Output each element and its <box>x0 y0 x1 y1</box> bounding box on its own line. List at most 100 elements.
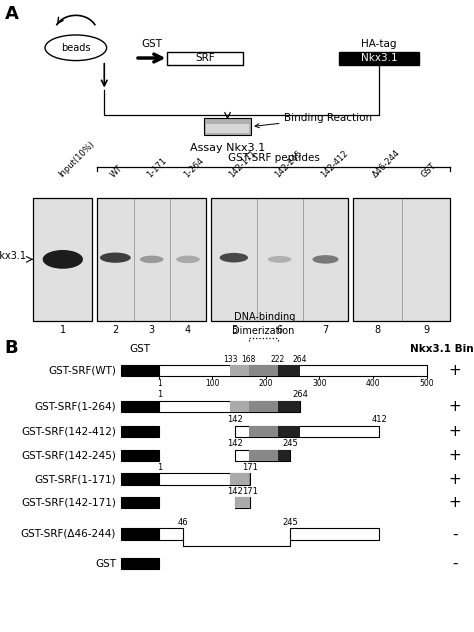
FancyBboxPatch shape <box>278 401 300 412</box>
FancyBboxPatch shape <box>33 198 92 321</box>
Text: GST-SRF(1-264): GST-SRF(1-264) <box>35 401 116 411</box>
Text: 1: 1 <box>157 390 162 399</box>
Text: 2: 2 <box>112 325 118 335</box>
Text: B: B <box>5 339 18 358</box>
Text: Binding Reaction: Binding Reaction <box>255 112 373 128</box>
Text: 133: 133 <box>223 355 237 364</box>
FancyBboxPatch shape <box>121 528 159 540</box>
Text: Dimerization: Dimerization <box>232 325 294 336</box>
FancyBboxPatch shape <box>211 198 348 321</box>
Text: A: A <box>5 5 18 23</box>
Text: Nkx3.1: Nkx3.1 <box>0 251 26 261</box>
Text: WT: WT <box>109 164 125 179</box>
Text: 142-171: 142-171 <box>228 149 258 179</box>
Text: 171: 171 <box>242 463 258 472</box>
Text: 264: 264 <box>292 390 308 399</box>
Text: 1: 1 <box>157 463 162 472</box>
FancyBboxPatch shape <box>204 118 251 135</box>
Ellipse shape <box>140 255 164 263</box>
Text: 142-245: 142-245 <box>273 149 304 179</box>
FancyBboxPatch shape <box>249 401 278 412</box>
FancyBboxPatch shape <box>159 528 183 540</box>
Text: 142: 142 <box>227 439 243 448</box>
Text: GST: GST <box>129 344 150 355</box>
FancyBboxPatch shape <box>97 198 206 321</box>
Text: 264: 264 <box>293 355 308 364</box>
Text: 412: 412 <box>372 415 387 424</box>
Text: +: + <box>449 495 461 510</box>
FancyBboxPatch shape <box>159 365 427 376</box>
Text: 400: 400 <box>366 379 380 388</box>
Text: 7: 7 <box>322 325 328 335</box>
Text: 300: 300 <box>312 379 327 388</box>
Text: 1-264: 1-264 <box>182 155 205 179</box>
Ellipse shape <box>268 256 292 263</box>
Text: GST: GST <box>419 161 438 179</box>
Text: 171: 171 <box>242 487 258 495</box>
FancyBboxPatch shape <box>121 449 159 461</box>
FancyBboxPatch shape <box>121 473 159 485</box>
FancyBboxPatch shape <box>249 449 278 461</box>
FancyBboxPatch shape <box>206 123 249 133</box>
Text: Nkx3.1: Nkx3.1 <box>361 53 398 63</box>
Text: GST-SRF(WT): GST-SRF(WT) <box>48 365 116 375</box>
FancyBboxPatch shape <box>278 365 300 376</box>
FancyBboxPatch shape <box>230 473 249 485</box>
Text: DNA-binding: DNA-binding <box>235 312 296 322</box>
FancyBboxPatch shape <box>278 426 300 437</box>
Text: 500: 500 <box>419 379 434 388</box>
FancyBboxPatch shape <box>249 365 278 376</box>
Text: Assay Nkx3.1: Assay Nkx3.1 <box>190 143 265 153</box>
Ellipse shape <box>219 253 248 262</box>
FancyBboxPatch shape <box>121 497 159 508</box>
Text: +: + <box>449 424 461 439</box>
Text: GST-SRF(142-171): GST-SRF(142-171) <box>21 498 116 507</box>
Text: -: - <box>452 556 458 571</box>
FancyBboxPatch shape <box>230 401 249 412</box>
Text: 8: 8 <box>374 325 381 335</box>
Text: 1: 1 <box>60 325 66 335</box>
FancyBboxPatch shape <box>249 473 250 485</box>
Text: 142-412: 142-412 <box>319 149 350 179</box>
Ellipse shape <box>176 255 200 263</box>
Ellipse shape <box>100 253 131 263</box>
Text: HA-tag: HA-tag <box>362 39 397 49</box>
FancyBboxPatch shape <box>121 426 159 437</box>
FancyBboxPatch shape <box>121 365 159 376</box>
Text: 142: 142 <box>227 487 243 495</box>
Text: 142: 142 <box>227 415 243 424</box>
Text: SRF: SRF <box>195 53 215 63</box>
Text: GST-SRF(142-412): GST-SRF(142-412) <box>21 427 116 437</box>
Text: Nkx3.1 Binding: Nkx3.1 Binding <box>410 344 474 355</box>
Text: Input(10%): Input(10%) <box>56 140 96 179</box>
Text: 245: 245 <box>282 439 298 448</box>
Text: GST: GST <box>141 39 162 49</box>
FancyBboxPatch shape <box>121 558 159 569</box>
FancyBboxPatch shape <box>235 426 380 437</box>
Text: beads: beads <box>61 43 91 53</box>
Text: +: + <box>449 363 461 378</box>
FancyBboxPatch shape <box>235 497 250 508</box>
Text: 245: 245 <box>282 518 298 527</box>
FancyBboxPatch shape <box>167 52 243 65</box>
Text: 5: 5 <box>231 325 237 335</box>
FancyBboxPatch shape <box>159 473 250 485</box>
Text: 1-171: 1-171 <box>146 155 169 179</box>
Text: 46: 46 <box>178 518 189 527</box>
Ellipse shape <box>312 255 338 264</box>
FancyBboxPatch shape <box>230 365 249 376</box>
Text: Δ46-244: Δ46-244 <box>371 148 402 179</box>
FancyBboxPatch shape <box>159 401 300 412</box>
Text: 200: 200 <box>259 379 273 388</box>
Text: 222: 222 <box>271 355 285 364</box>
FancyBboxPatch shape <box>249 426 278 437</box>
Text: +: + <box>449 399 461 414</box>
Text: GST-SRF peptides: GST-SRF peptides <box>228 153 319 163</box>
Text: +: + <box>449 447 461 463</box>
Text: +: + <box>449 471 461 487</box>
Text: 4: 4 <box>185 325 191 335</box>
FancyBboxPatch shape <box>353 198 450 321</box>
FancyBboxPatch shape <box>235 449 290 461</box>
Text: 6: 6 <box>277 325 283 335</box>
FancyBboxPatch shape <box>339 52 419 65</box>
